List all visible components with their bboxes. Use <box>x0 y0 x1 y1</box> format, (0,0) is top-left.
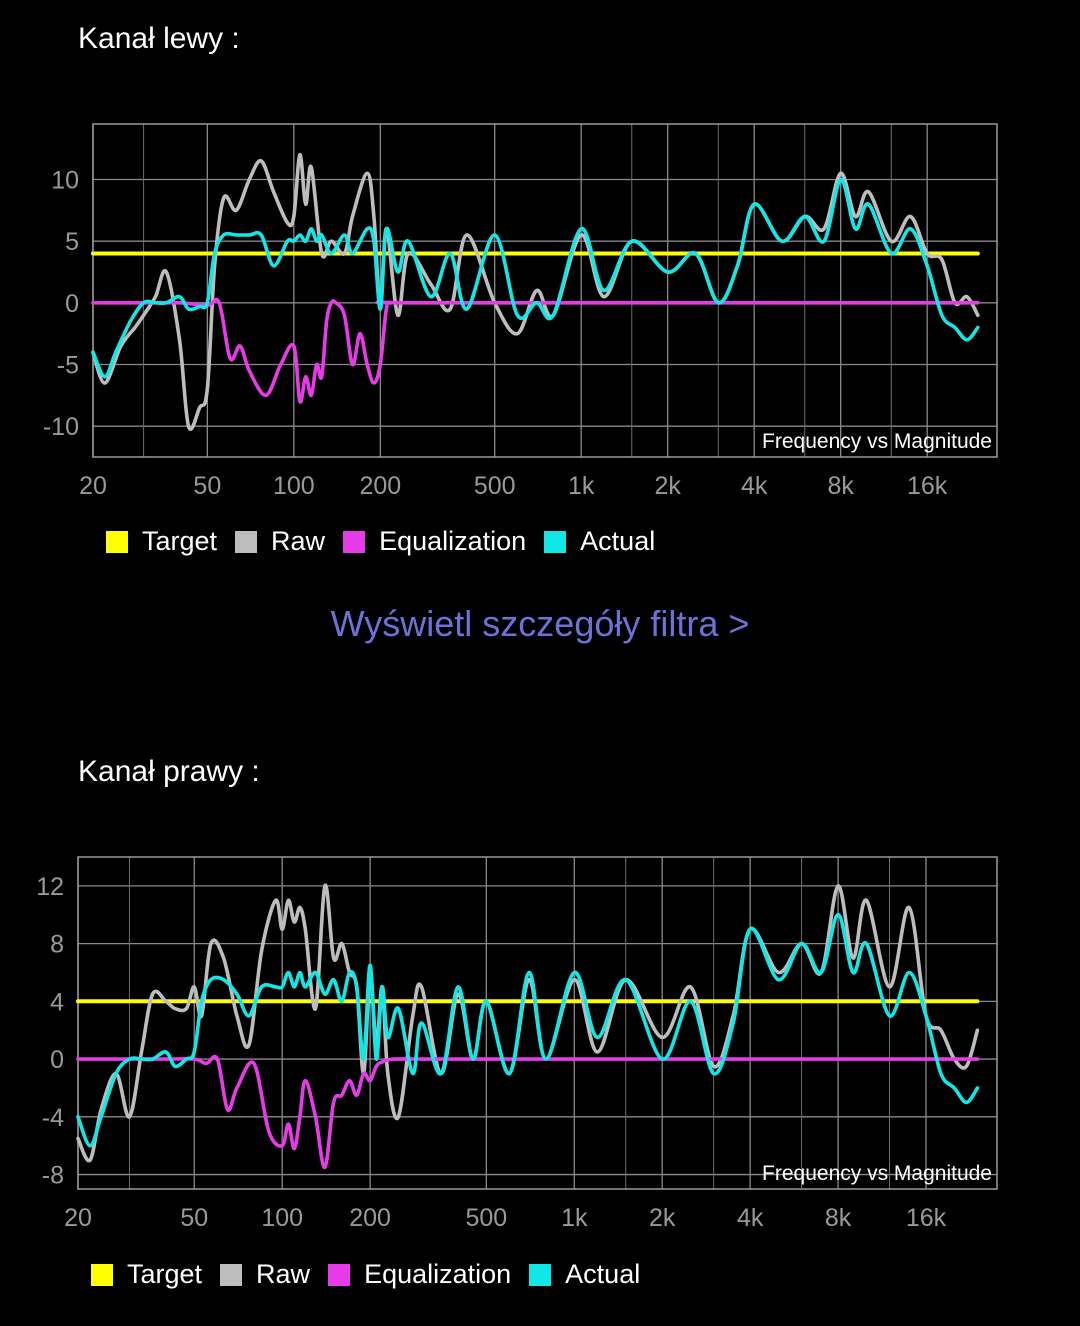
y-tick-label: -5 <box>57 352 79 380</box>
legend-label-equalization: Equalization <box>364 1259 512 1289</box>
x-tick-label: 1k <box>568 472 595 500</box>
series-line-actual <box>91 177 980 379</box>
legend-raw[interactable]: Raw <box>220 1259 310 1290</box>
y-tick-label: 4 <box>50 988 64 1016</box>
chart-annotation: Frequency vs Magnitude <box>762 1162 992 1185</box>
legend-label-raw: Raw <box>271 526 326 556</box>
y-tick-label: 8 <box>50 931 64 959</box>
legend-swatch-equalization <box>343 530 366 553</box>
left-channel-title: Kanał lewy : <box>78 22 240 55</box>
x-tick-label: 1k <box>561 1204 588 1232</box>
y-tick-label: 10 <box>51 167 79 195</box>
legend-swatch-actual <box>529 1263 552 1286</box>
x-tick-label: 50 <box>180 1204 208 1232</box>
x-tick-label: 2k <box>649 1204 676 1232</box>
x-tick-label: 20 <box>64 1204 92 1232</box>
legend-label-target: Target <box>142 526 218 556</box>
x-tick-label: 500 <box>465 1204 507 1232</box>
x-tick-label: 16k <box>907 472 948 500</box>
legend-label-target: Target <box>127 1259 203 1289</box>
legend-label-actual: Actual <box>580 526 656 556</box>
chart-annotation: Frequency vs Magnitude <box>762 430 992 453</box>
series-line-actual <box>76 912 980 1148</box>
legend-swatch-raw <box>235 530 258 553</box>
x-tick-label: 16k <box>906 1204 947 1232</box>
x-tick-label: 8k <box>827 472 854 500</box>
x-tick-label: 4k <box>741 472 768 500</box>
legend-equalization[interactable]: Equalization <box>343 526 526 557</box>
legend-label-equalization: Equalization <box>379 526 527 556</box>
left-channel-legend: Target Raw Equalization Actual <box>106 526 673 557</box>
x-tick-label: 200 <box>359 472 401 500</box>
y-tick-label: -10 <box>43 413 79 441</box>
series-line-equalization <box>91 297 980 404</box>
legend-equalization[interactable]: Equalization <box>328 1259 511 1290</box>
x-tick-label: 200 <box>349 1204 391 1232</box>
series-line-equalization <box>76 1054 980 1170</box>
y-tick-label: -8 <box>42 1162 64 1190</box>
y-tick-label: 12 <box>36 873 64 901</box>
legend-actual[interactable]: Actual <box>544 526 655 557</box>
x-tick-label: 8k <box>825 1204 852 1232</box>
legend-label-raw: Raw <box>256 1259 311 1289</box>
x-tick-label: 20 <box>79 472 107 500</box>
legend-actual[interactable]: Actual <box>529 1259 640 1290</box>
right-channel-chart: 12 8 4 0 -4 -820 50 100 200 500 1k 2k 4k 8k 16k Frequen… <box>36 856 998 1232</box>
legend-swatch-raw <box>220 1263 243 1286</box>
plot-frame <box>92 123 998 458</box>
legend-swatch-target <box>91 1263 113 1286</box>
series-line-raw <box>91 152 980 431</box>
x-tick-label: 2k <box>654 472 681 500</box>
x-tick-label: 50 <box>193 472 221 500</box>
legend-raw[interactable]: Raw <box>235 526 325 557</box>
legend-swatch-actual <box>544 530 567 553</box>
legend-target[interactable]: Target <box>106 526 217 557</box>
grid <box>92 124 997 457</box>
x-tick-label: 4k <box>737 1204 764 1232</box>
right-channel-title: Kanał prawy : <box>78 755 260 788</box>
right-channel-legend: Target Raw Equalization Actual <box>91 1259 658 1290</box>
y-tick-label: 0 <box>65 290 79 318</box>
x-tick-label: 500 <box>474 472 516 500</box>
x-tick-label: 100 <box>273 472 315 500</box>
y-tick-label: 5 <box>65 228 79 256</box>
plot-frame <box>77 856 998 1190</box>
y-tick-label: 0 <box>50 1046 64 1074</box>
legend-swatch-target <box>106 530 128 553</box>
x-tick-label: 100 <box>261 1204 303 1232</box>
y-tick-label: -4 <box>42 1104 64 1132</box>
legend-label-actual: Actual <box>565 1259 641 1289</box>
filter-details-link[interactable]: Wyświetl szczegóły filtra > <box>330 603 750 644</box>
legend-target[interactable]: Target <box>91 1259 202 1290</box>
legend-swatch-equalization <box>328 1263 351 1286</box>
